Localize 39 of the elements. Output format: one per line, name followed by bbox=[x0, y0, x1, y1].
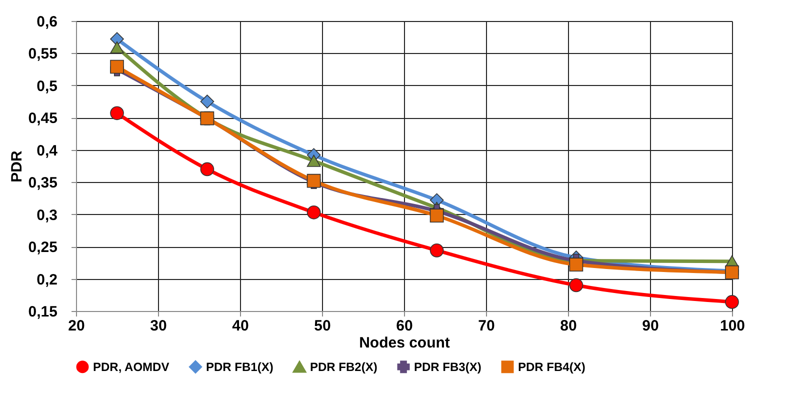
y-tick-label: 0,2 bbox=[36, 271, 58, 288]
y-tick-label: 0,25 bbox=[28, 239, 58, 256]
point bbox=[430, 244, 444, 258]
point bbox=[725, 295, 739, 309]
point bbox=[200, 162, 214, 176]
point bbox=[306, 205, 321, 220]
y-tick-label: 0,5 bbox=[36, 78, 58, 95]
point bbox=[569, 278, 584, 292]
y-tick-label: 0,45 bbox=[28, 110, 58, 128]
legend-label: PDR FB4(X) bbox=[518, 360, 586, 374]
x-tick-label: 90 bbox=[642, 318, 659, 334]
x-tick-label: 60 bbox=[396, 318, 413, 334]
y-tick-label: 0,4 bbox=[36, 142, 58, 160]
x-tick-label: 40 bbox=[232, 318, 249, 334]
y-tick-label: 0,6 bbox=[36, 14, 58, 30]
point bbox=[569, 258, 584, 272]
legend-label: PDR FB1(X) bbox=[206, 360, 274, 374]
point bbox=[110, 106, 124, 120]
y-tick-label: 0,15 bbox=[28, 304, 58, 320]
x-tick-label: 30 bbox=[150, 318, 167, 334]
y-tick-label: 0,55 bbox=[28, 46, 58, 63]
x-tick-label: 80 bbox=[560, 318, 577, 334]
point bbox=[110, 32, 124, 46]
point bbox=[306, 154, 321, 167]
point bbox=[430, 208, 444, 223]
point bbox=[110, 41, 124, 54]
x-tick-label: 50 bbox=[314, 318, 331, 334]
legend-label: PDR FB2(X) bbox=[310, 360, 378, 374]
point bbox=[200, 94, 214, 108]
x-axis-title: Nodes count bbox=[359, 334, 450, 352]
x-tick-label: 100 bbox=[720, 318, 746, 334]
y-tick-label: 0,3 bbox=[36, 206, 58, 224]
y-axis-title: PDR bbox=[8, 150, 26, 182]
legend-label: PDR, AOMDV bbox=[93, 360, 170, 374]
point bbox=[110, 60, 124, 74]
x-tick-label: 70 bbox=[478, 318, 495, 334]
legend-label: PDR FB3(X) bbox=[414, 360, 482, 374]
y-tick-label: 0,35 bbox=[28, 174, 58, 192]
x-tick-label: 20 bbox=[68, 318, 85, 334]
